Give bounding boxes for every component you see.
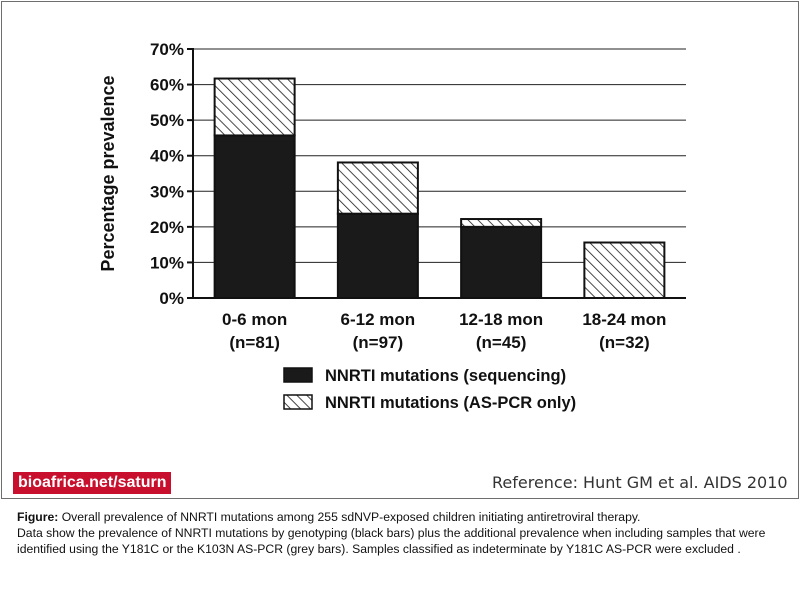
caption-line-3: identified using the Y181C or the K103N …: [17, 542, 741, 556]
x-tick-label: 6-12 mon: [341, 310, 416, 329]
y-tick-label: 70%: [150, 40, 184, 59]
legend-swatch-sequencing: [283, 367, 313, 383]
legend-label-sequencing: NNRTI mutations (sequencing): [325, 367, 566, 385]
y-tick-label: 50%: [150, 111, 184, 130]
bar-segment-aspcr-1: [336, 161, 419, 215]
caption-text-1: Overall prevalence of NNRTI mutations am…: [58, 510, 641, 524]
y-tick-label: 30%: [150, 182, 184, 201]
y-tick-label: 40%: [150, 147, 184, 166]
bar-segment-aspcr-0: [213, 77, 296, 137]
y-tick-label: 20%: [150, 218, 184, 237]
bar-segment-aspcr-2: [460, 218, 543, 228]
x-tick-sublabel: (n=45): [476, 333, 527, 352]
stacked-bar-chart: 0% 10% 20% 30% 40% 50% 60% 70% Percentage preval…: [98, 40, 686, 412]
reference-text: Reference: Hunt GM et al. AIDS 2010: [492, 473, 788, 492]
x-tick-sublabel: (n=32): [599, 333, 650, 352]
x-tick-label: 0-6 mon: [222, 310, 287, 329]
legend-swatch-aspcr: [283, 394, 313, 410]
caption-line-1: Figure: Overall prevalence of NNRTI muta…: [17, 509, 800, 525]
y-axis-title: Percentage prevalence: [98, 75, 118, 271]
x-tick-label: 18-24 mon: [582, 310, 666, 329]
x-tick-label: 12-18 mon: [459, 310, 543, 329]
caption-label: Figure:: [17, 510, 59, 524]
x-tick-sublabel: (n=97): [353, 333, 404, 352]
figure-caption: Figure: Overall prevalence of NNRTI muta…: [17, 509, 800, 557]
bar-segment-aspcr-3: [583, 241, 666, 300]
caption-line-2: Data show the prevalence of NNRTI mutati…: [17, 526, 766, 540]
y-tick-label: 10%: [150, 253, 184, 272]
brand-label[interactable]: bioafrica.net/saturn: [13, 472, 172, 494]
bar-segment-sequencing-0: [213, 134, 296, 299]
x-tick-sublabel: (n=81): [229, 333, 280, 352]
bar-segment-sequencing-1: [336, 212, 419, 299]
legend-label-aspcr: NNRTI mutations (AS-PCR only): [325, 394, 576, 412]
y-tick-label: 60%: [150, 76, 184, 95]
y-tick-label: 0%: [159, 289, 184, 308]
bar-segment-sequencing-2: [460, 225, 543, 300]
